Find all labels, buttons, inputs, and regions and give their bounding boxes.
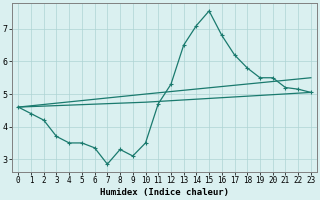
X-axis label: Humidex (Indice chaleur): Humidex (Indice chaleur): [100, 188, 229, 197]
